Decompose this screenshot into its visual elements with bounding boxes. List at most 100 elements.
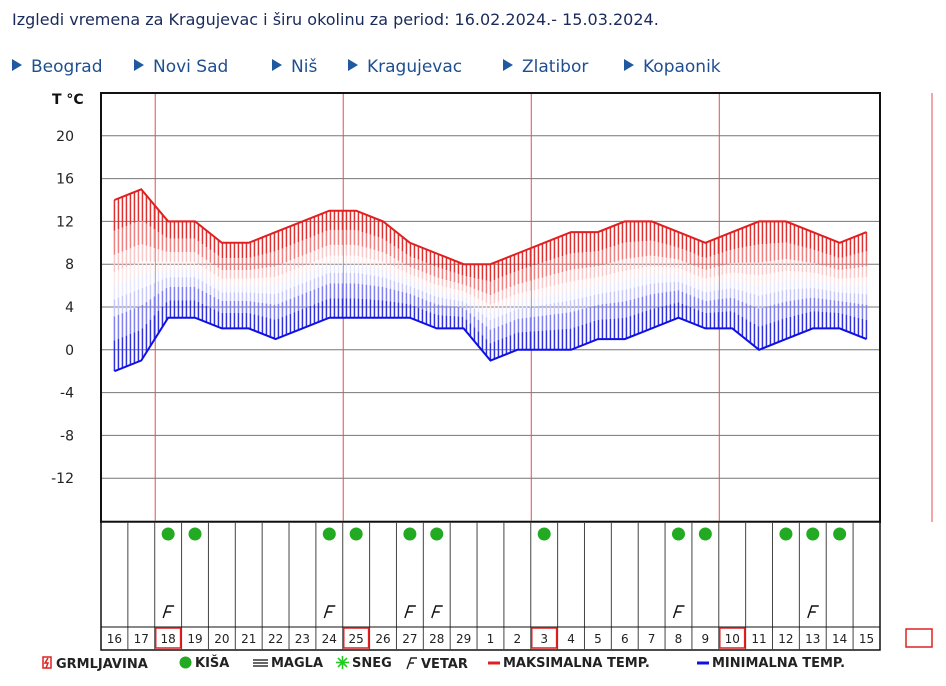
rain-icon bbox=[403, 527, 417, 541]
day-label: 1 bbox=[487, 632, 495, 646]
day-label: 19 bbox=[187, 632, 202, 646]
day-label: 14 bbox=[832, 632, 847, 646]
legend-label: SNEG bbox=[352, 656, 392, 671]
rain-icon bbox=[188, 527, 202, 541]
y-tick-label: -12 bbox=[51, 471, 74, 487]
day-label: 3 bbox=[540, 632, 548, 646]
rain-icon bbox=[671, 527, 685, 541]
rain-dot-icon bbox=[179, 656, 192, 669]
rain-icon bbox=[806, 527, 820, 541]
rain-icon bbox=[161, 527, 175, 541]
y-tick-label: 8 bbox=[65, 257, 74, 273]
wind-flag-icon bbox=[406, 657, 417, 670]
y-tick-label: 12 bbox=[56, 214, 74, 230]
day-label: 23 bbox=[295, 632, 310, 646]
day-label: 16 bbox=[107, 632, 122, 646]
nav-label: Beograd bbox=[31, 57, 103, 77]
day-highlight bbox=[531, 627, 558, 649]
y-axis-label: T °C bbox=[52, 92, 84, 108]
nav-link-zlatibor[interactable]: Zlatibor bbox=[503, 57, 588, 77]
legend-snow: SNEG bbox=[336, 656, 392, 671]
legend-max-temp: MAKSIMALNA TEMP. bbox=[488, 656, 650, 671]
arrow-right-icon bbox=[348, 59, 358, 71]
day-label: 25 bbox=[349, 632, 364, 646]
arrow-right-icon bbox=[272, 59, 282, 71]
y-tick-label: 20 bbox=[56, 129, 74, 145]
legend-label: MAGLA bbox=[271, 656, 324, 671]
snowflake-icon bbox=[336, 656, 349, 669]
rain-icon bbox=[537, 527, 551, 541]
day-label: 7 bbox=[648, 632, 656, 646]
page-title: Izgledi vremena za Kragujevac i širu oko… bbox=[12, 10, 659, 29]
day-label: 8 bbox=[675, 632, 683, 646]
fog-icon bbox=[253, 659, 268, 667]
max-temp-line bbox=[114, 188, 867, 266]
y-tick-label: 16 bbox=[56, 172, 74, 188]
wind-icon bbox=[162, 605, 175, 619]
day-label: 6 bbox=[621, 632, 629, 646]
y-tick-label: 0 bbox=[65, 343, 74, 359]
min-temp-line bbox=[114, 316, 867, 373]
day-label: 21 bbox=[241, 632, 256, 646]
arrow-right-icon bbox=[503, 59, 513, 71]
day-label: 13 bbox=[805, 632, 820, 646]
wind-icon bbox=[672, 605, 685, 619]
weather-panel bbox=[100, 521, 881, 651]
day-highlight bbox=[719, 627, 746, 649]
legend-label: GRMLJAVINA bbox=[56, 657, 148, 672]
nav-label: Novi Sad bbox=[153, 57, 229, 77]
legend-rain: KIŠA bbox=[179, 656, 229, 671]
legend-min-temp: MINIMALNA TEMP. bbox=[697, 656, 845, 671]
day-label: 10 bbox=[725, 632, 740, 646]
day-label: 26 bbox=[375, 632, 390, 646]
legend-fog: MAGLA bbox=[253, 656, 323, 671]
day-label: 18 bbox=[161, 632, 176, 646]
day-label: 9 bbox=[702, 632, 710, 646]
day-label: 29 bbox=[456, 632, 471, 646]
rain-icon bbox=[349, 527, 363, 541]
arrow-right-icon bbox=[12, 59, 22, 71]
day-label: 27 bbox=[402, 632, 417, 646]
wind-icon bbox=[404, 605, 416, 619]
arrow-right-icon bbox=[134, 59, 144, 71]
legend-wind: VETAR bbox=[405, 656, 468, 672]
legend-label: MINIMALNA TEMP. bbox=[712, 656, 846, 671]
day-label: 15 bbox=[859, 632, 874, 646]
rain-icon bbox=[833, 527, 847, 541]
nav-link-beograd[interactable]: Beograd bbox=[12, 57, 103, 77]
day-label: 5 bbox=[594, 632, 602, 646]
nav-link-novi-sad[interactable]: Novi Sad bbox=[134, 57, 228, 77]
day-label: 4 bbox=[567, 632, 575, 646]
day-label: 24 bbox=[322, 632, 337, 646]
day-label: 2 bbox=[514, 632, 522, 646]
nav-link-kopaonik[interactable]: Kopaonik bbox=[624, 57, 721, 77]
blue-line-icon bbox=[697, 661, 709, 665]
nav-link-kragujevac[interactable]: Kragujevac bbox=[348, 57, 462, 77]
day-label: 12 bbox=[778, 632, 793, 646]
nav-link-nis[interactable]: Niš bbox=[272, 57, 317, 77]
day-highlight bbox=[342, 627, 370, 649]
nav-label: Kragujevac bbox=[367, 57, 463, 77]
legend-label: MAKSIMALNA TEMP. bbox=[503, 656, 650, 671]
day-label: 22 bbox=[268, 632, 283, 646]
wind-icon bbox=[323, 605, 336, 619]
y-tick-label: -8 bbox=[60, 428, 74, 444]
day-label: 28 bbox=[429, 632, 444, 646]
nav-label: Kopaonik bbox=[643, 57, 721, 77]
lightning-icon bbox=[42, 656, 52, 669]
nav-label: Niš bbox=[291, 57, 318, 77]
rain-icon bbox=[430, 527, 444, 541]
legend-label: VETAR bbox=[421, 657, 468, 672]
day-highlight bbox=[154, 627, 182, 649]
temp-band bbox=[113, 190, 868, 372]
arrow-right-icon bbox=[624, 59, 634, 71]
extra-highlight-box bbox=[905, 628, 933, 648]
y-tick-label: -4 bbox=[60, 386, 74, 402]
rain-icon bbox=[698, 527, 712, 541]
y-tick-label: 4 bbox=[65, 300, 74, 316]
wind-icon bbox=[431, 605, 443, 619]
day-label: 17 bbox=[134, 632, 149, 646]
red-line-icon bbox=[488, 661, 500, 665]
day-label: 20 bbox=[214, 632, 229, 646]
